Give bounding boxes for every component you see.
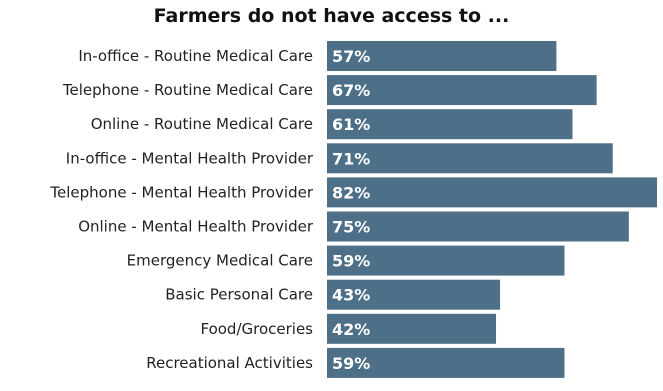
bar (327, 177, 657, 208)
category-label: In-office - Routine Medical Care (78, 47, 313, 65)
bar (327, 75, 597, 106)
value-label: 59% (332, 354, 370, 373)
category-label: Online - Mental Health Provider (78, 218, 314, 236)
category-label: Emergency Medical Care (127, 252, 313, 270)
bar-row: Emergency Medical Care 59% (127, 245, 565, 276)
bar (327, 41, 557, 71)
value-label: 43% (332, 286, 370, 305)
category-label: Basic Personal Care (165, 286, 313, 304)
bar-row: Online - Mental Health Provider 75% (78, 211, 629, 242)
category-label: Food/Groceries (200, 320, 313, 338)
value-label: 75% (332, 218, 370, 237)
bar-row: Online - Routine Medical Care 61% (91, 109, 573, 140)
category-label: Recreational Activities (146, 354, 313, 372)
bar-row: Recreational Activities 59% (146, 347, 565, 378)
bar (327, 347, 565, 378)
bar-row: Food/Groceries 42% (200, 313, 497, 344)
value-label: 57% (332, 47, 370, 66)
bar (327, 211, 629, 242)
bar (327, 279, 501, 310)
bar-row: Telephone - Routine Medical Care 67% (62, 75, 597, 106)
value-label: 59% (332, 252, 370, 271)
category-label: Telephone - Mental Health Provider (49, 183, 313, 201)
bar-row: In-office - Mental Health Provider 71% (66, 143, 613, 174)
bar-row: Basic Personal Care 43% (165, 279, 501, 310)
bar-row: Telephone - Mental Health Provider 82% (49, 177, 657, 208)
bar (327, 109, 573, 140)
bar (327, 313, 497, 344)
category-label: Telephone - Routine Medical Care (62, 81, 313, 99)
value-label: 42% (332, 320, 370, 339)
category-label: In-office - Mental Health Provider (66, 149, 314, 167)
bar-row: In-office - Routine Medical Care 57% (78, 41, 557, 71)
value-label: 67% (332, 81, 370, 100)
chart-title: Farmers do not have access to ... (153, 5, 510, 27)
value-label: 61% (332, 115, 370, 134)
bar (327, 245, 565, 276)
bar (327, 143, 613, 174)
value-label: 82% (332, 183, 370, 202)
category-label: Online - Routine Medical Care (91, 115, 313, 133)
value-label: 71% (332, 149, 370, 168)
